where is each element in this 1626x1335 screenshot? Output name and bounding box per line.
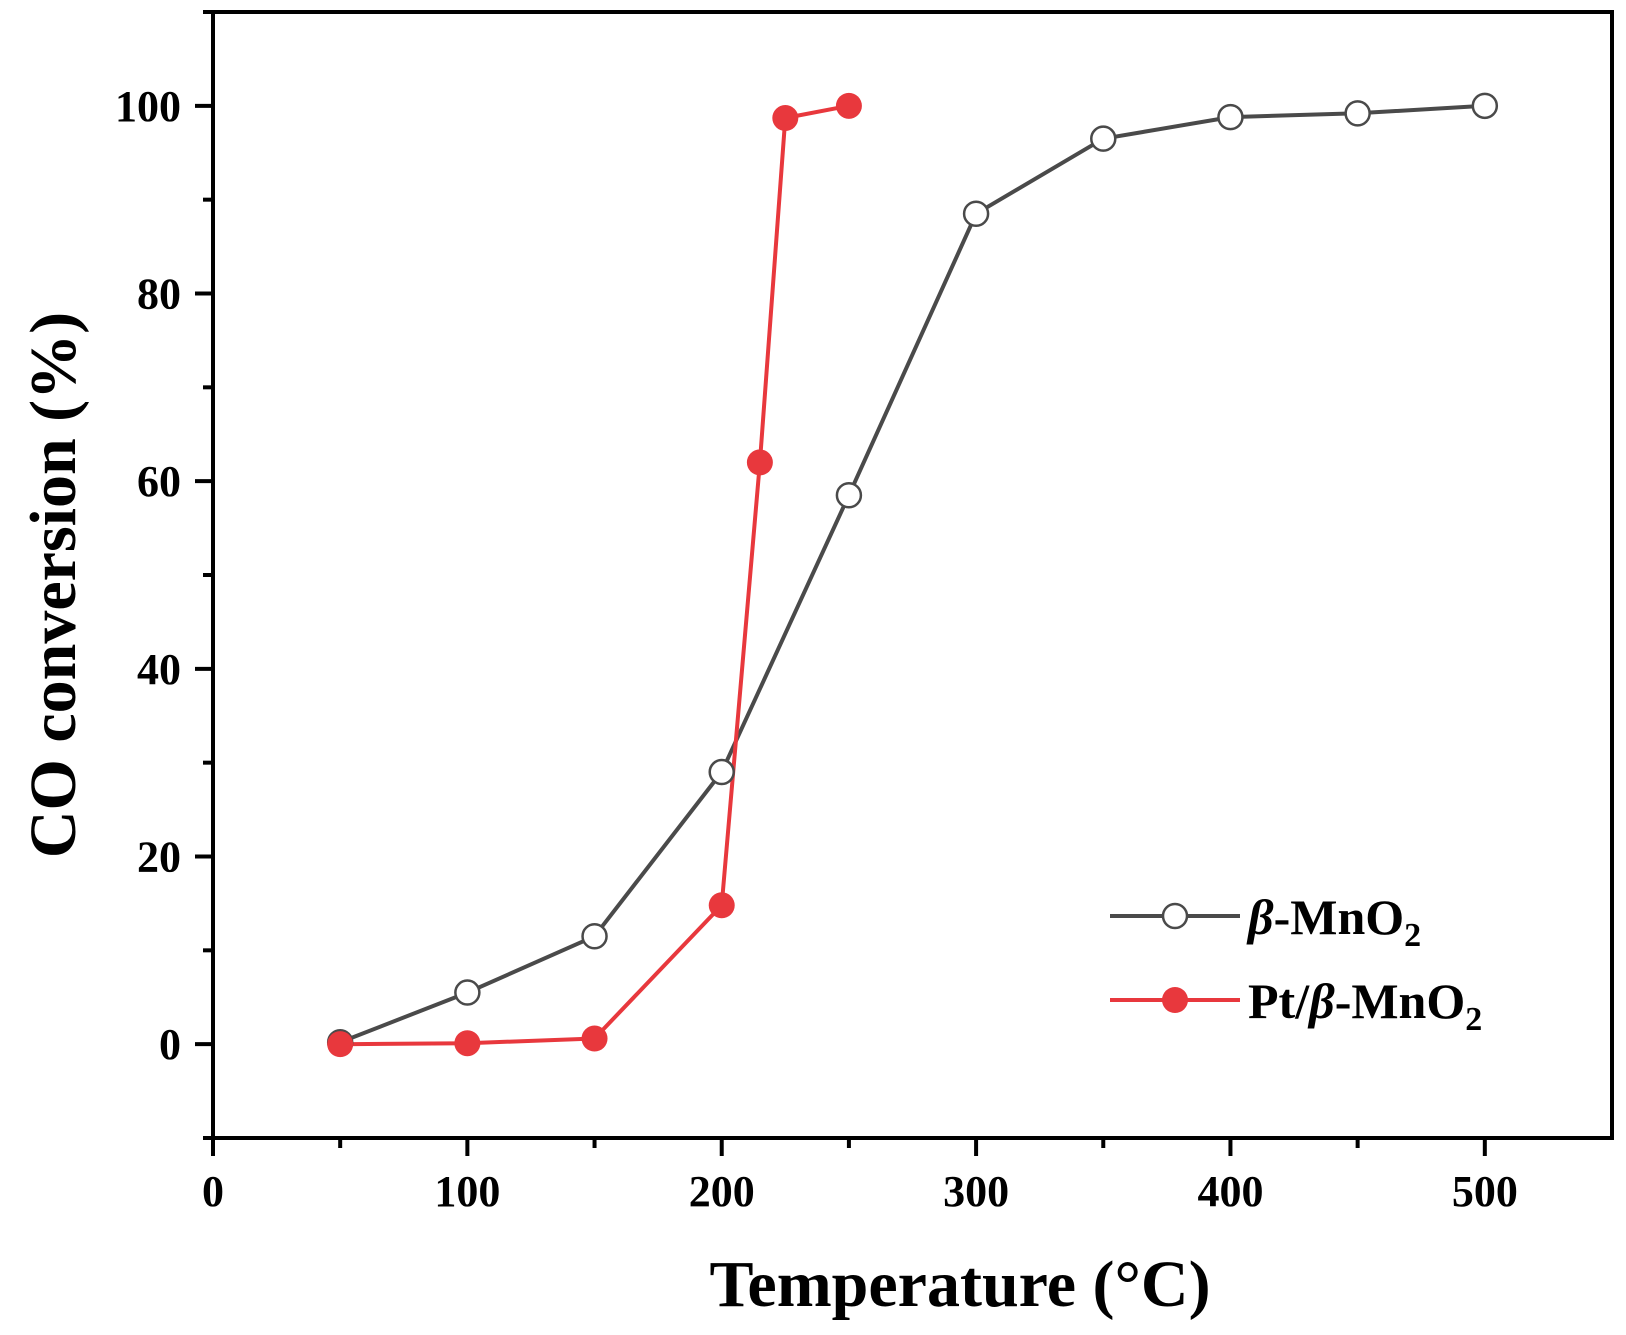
legend-label-beta-mno2: β-MnO2 bbox=[1246, 889, 1421, 954]
legend: β-MnO2 Pt/β-MnO2 bbox=[1110, 889, 1482, 1038]
data-point-beta-mno2 bbox=[454, 979, 481, 1006]
x-tick-label: 300 bbox=[943, 1167, 1009, 1216]
x-tick-label: 0 bbox=[202, 1167, 224, 1216]
data-point-beta-mno2 bbox=[1344, 100, 1371, 127]
series-layer bbox=[326, 92, 1499, 1058]
x-axis-title: Temperature (°C) bbox=[709, 1248, 1210, 1321]
series-line-pt-beta-mno2 bbox=[340, 103, 850, 1047]
data-point-beta-mno2 bbox=[1217, 103, 1244, 131]
y-tick-label: 0 bbox=[159, 1020, 181, 1069]
data-point-pt-beta-mno2 bbox=[454, 1030, 481, 1057]
series-line-beta-mno2 bbox=[339, 103, 1485, 1045]
data-point-beta-mno2 bbox=[962, 200, 990, 227]
x-tick-label: 200 bbox=[689, 1167, 755, 1216]
data-point-pt-beta-mno2 bbox=[746, 449, 773, 476]
x-tick-label: 100 bbox=[434, 1167, 500, 1216]
data-point-pt-beta-mno2 bbox=[327, 1031, 354, 1058]
axes: 0 100 200 300 400 500 0 20 40 60 80 100 bbox=[115, 10, 1614, 1216]
data-point-pt-beta-mno2 bbox=[835, 92, 862, 119]
data-point-beta-mno2 bbox=[1471, 92, 1499, 120]
plot-frame bbox=[211, 10, 1614, 1140]
y-tick-label: 100 bbox=[115, 82, 181, 131]
data-point-pt-beta-mno2 bbox=[581, 1025, 608, 1052]
data-point-beta-mno2 bbox=[835, 481, 863, 509]
data-point-beta-mno2 bbox=[581, 923, 608, 950]
y-tick-label: 80 bbox=[137, 270, 181, 319]
y-tick-label: 40 bbox=[137, 645, 181, 694]
x-tick-label: 400 bbox=[1197, 1167, 1263, 1216]
x-tick-label: 500 bbox=[1452, 1167, 1518, 1216]
data-point-beta-mno2 bbox=[708, 758, 735, 786]
y-tick-label: 60 bbox=[137, 457, 181, 506]
data-point-beta-mno2 bbox=[1090, 125, 1117, 152]
legend-label-pt-beta-mno2: Pt/β-MnO2 bbox=[1248, 973, 1482, 1038]
y-tick-label: 20 bbox=[137, 833, 181, 882]
data-point-pt-beta-mno2 bbox=[772, 105, 799, 132]
y-axis-title: CO conversion (%) bbox=[17, 312, 90, 858]
legend-marker-beta-mno2 bbox=[1161, 902, 1189, 930]
legend-marker-pt-beta-mno2 bbox=[1162, 987, 1188, 1013]
data-point-pt-beta-mno2 bbox=[708, 892, 735, 919]
